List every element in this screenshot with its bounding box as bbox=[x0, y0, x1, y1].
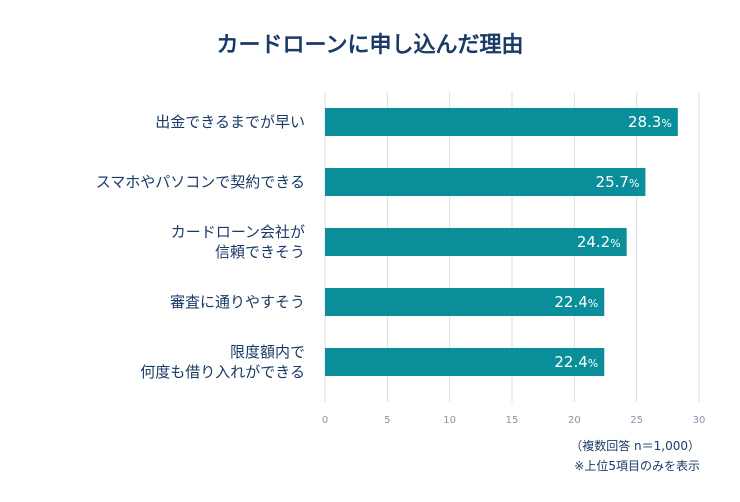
value-labels: 28.3% 25.7% 24.2% 22.4% 22.4% bbox=[554, 113, 671, 371]
bar-4 bbox=[325, 348, 605, 376]
value-label: 22.4% bbox=[554, 353, 598, 371]
category-label: 審査に通りやすそう bbox=[170, 293, 305, 311]
value-label: 24.2% bbox=[577, 233, 621, 251]
x-axis-ticks: 0 5 10 15 20 25 30 bbox=[322, 415, 706, 426]
category-label: 何度も借り入れができる bbox=[140, 363, 305, 381]
chart-title: カードローンに申し込んだ理由 bbox=[217, 33, 524, 58]
bars bbox=[325, 108, 678, 376]
note-top5: ※上位5項目のみを表示 bbox=[574, 458, 700, 473]
value-label: 22.4% bbox=[554, 293, 598, 311]
x-tick-label: 25 bbox=[630, 415, 643, 426]
category-label: 限度額内で bbox=[230, 343, 305, 361]
bar-2 bbox=[325, 228, 627, 256]
bar-0 bbox=[325, 108, 678, 136]
category-label: 出金できるまでが早い bbox=[155, 113, 305, 131]
note-sample: （複数回答 n＝1,000） bbox=[570, 438, 700, 453]
value-label: 28.3% bbox=[628, 113, 672, 131]
category-label: 信頼できそう bbox=[215, 243, 305, 261]
bar-1 bbox=[325, 168, 646, 196]
category-label: カードローン会社が bbox=[171, 223, 305, 241]
x-tick-label: 15 bbox=[506, 415, 519, 426]
x-tick-label: 0 bbox=[322, 415, 328, 426]
x-tick-label: 5 bbox=[384, 415, 390, 426]
x-tick-label: 10 bbox=[443, 415, 456, 426]
value-label: 25.7% bbox=[596, 173, 640, 191]
x-tick-label: 30 bbox=[693, 415, 706, 426]
category-labels: 出金できるまでが早いスマホやパソコンで契約できるカードローン会社が信頼できそう審… bbox=[96, 113, 305, 381]
bar-3 bbox=[325, 288, 605, 316]
category-label: スマホやパソコンで契約できる bbox=[96, 173, 305, 191]
x-tick-label: 20 bbox=[568, 415, 581, 426]
